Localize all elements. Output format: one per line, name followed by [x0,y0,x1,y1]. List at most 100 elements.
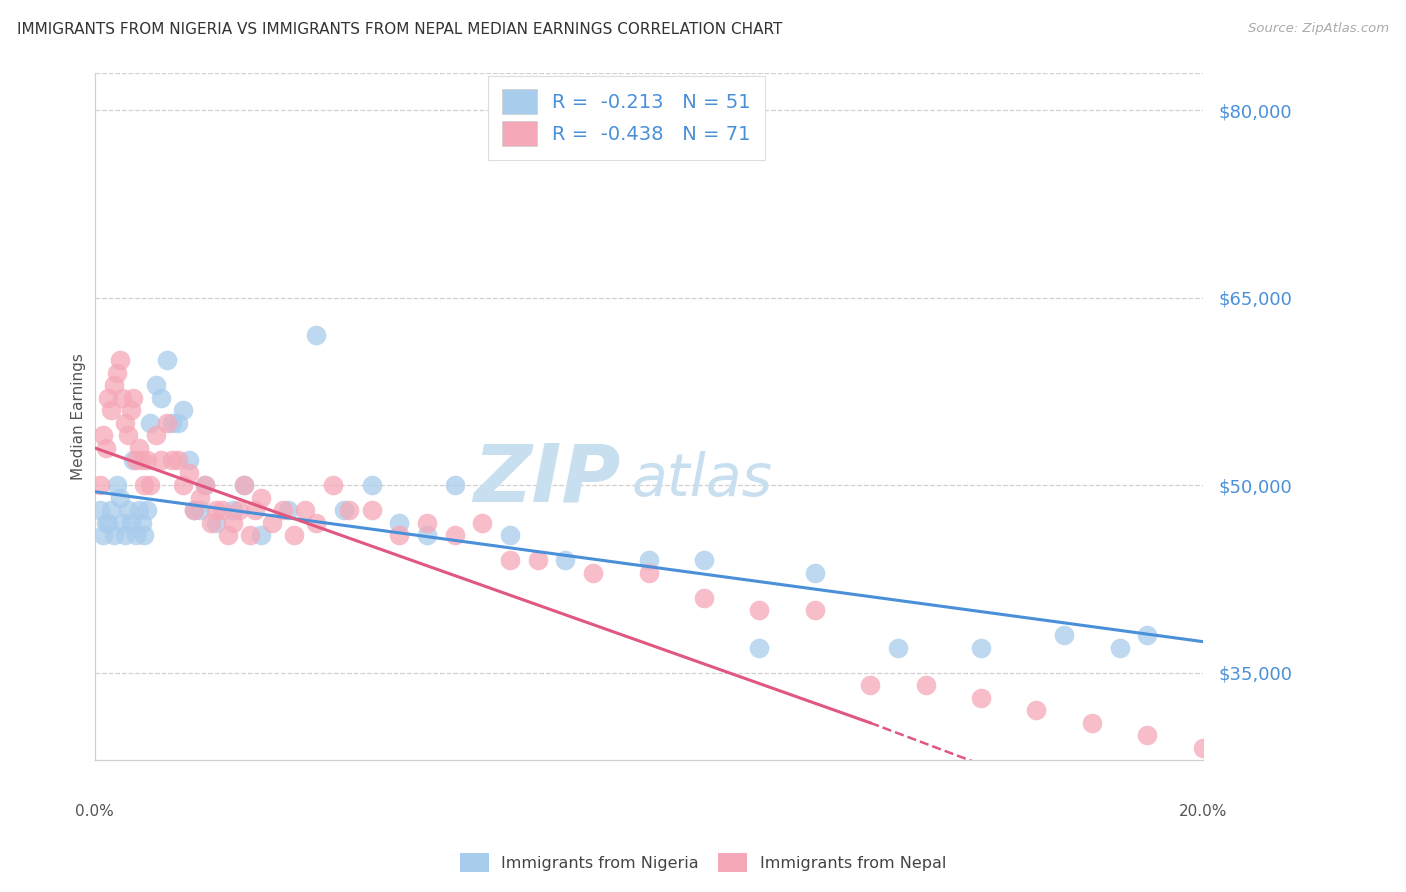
Point [305,516,328,530]
Point [122,391,145,405]
Point [117,503,139,517]
Point [122,453,145,467]
Point [305,328,328,343]
Point [416,528,439,542]
Text: 20.0%: 20.0% [1178,804,1227,819]
Y-axis label: Median Earnings: Median Earnings [72,353,86,480]
Point [125,453,148,467]
Point [1108,640,1130,655]
Point [150,391,173,405]
Point [1358,778,1381,792]
Point [1302,765,1324,780]
Point [582,566,605,580]
Point [134,528,156,542]
Point [283,528,305,542]
Point [108,491,131,505]
Point [194,478,217,492]
Point [111,391,134,405]
Point [205,516,228,530]
Point [333,503,356,517]
Point [360,503,382,517]
Text: atlas: atlas [631,450,773,508]
Point [94,441,117,455]
Point [172,478,194,492]
Point [249,491,271,505]
Point [136,453,159,467]
Point [128,441,150,455]
Point [1025,703,1047,717]
Point [166,453,188,467]
Point [388,516,411,530]
Point [1191,740,1213,755]
Point [105,366,128,380]
Point [172,403,194,417]
Point [111,516,134,530]
Point [128,503,150,517]
Point [914,678,936,692]
Point [637,553,659,567]
Point [443,528,465,542]
Point [322,478,344,492]
Point [217,528,239,542]
Point [233,478,256,492]
Point [177,466,200,480]
Point [89,478,111,492]
Point [970,690,993,705]
Point [150,453,173,467]
Point [693,591,716,605]
Point [108,353,131,368]
Point [131,516,153,530]
Point [91,528,114,542]
Point [471,516,494,530]
Point [166,416,188,430]
Point [554,553,576,567]
Point [499,553,522,567]
Point [222,516,245,530]
Point [1081,715,1104,730]
Point [200,516,222,530]
Point [360,478,382,492]
Point [211,503,233,517]
Point [188,491,211,505]
Point [183,503,205,517]
Point [89,503,111,517]
Point [194,478,217,492]
Text: IMMIGRANTS FROM NIGERIA VS IMMIGRANTS FROM NEPAL MEDIAN EARNINGS CORRELATION CHA: IMMIGRANTS FROM NIGERIA VS IMMIGRANTS FR… [17,22,782,37]
Point [100,503,122,517]
Point [443,478,465,492]
Point [145,428,167,442]
Point [748,603,770,617]
Legend: R =  -0.213   N = 51, R =  -0.438   N = 71: R = -0.213 N = 51, R = -0.438 N = 71 [488,76,765,160]
Point [117,428,139,442]
Point [859,678,882,692]
Point [103,528,125,542]
Point [131,453,153,467]
Point [114,416,136,430]
Point [239,528,262,542]
Point [416,516,439,530]
Point [526,553,548,567]
Point [1136,728,1159,742]
Point [155,353,177,368]
Point [139,416,162,430]
Point [887,640,910,655]
Point [294,503,316,517]
Point [1053,628,1076,642]
Point [160,453,183,467]
Point [120,403,142,417]
Text: ZIP: ZIP [474,440,621,518]
Point [339,503,361,517]
Point [748,640,770,655]
Legend: Immigrants from Nigeria, Immigrants from Nepal: Immigrants from Nigeria, Immigrants from… [451,845,955,880]
Point [245,503,267,517]
Point [139,478,162,492]
Point [160,416,183,430]
Text: 0.0%: 0.0% [75,804,114,819]
Point [145,378,167,392]
Point [277,503,299,517]
Point [1136,628,1159,642]
Point [637,566,659,580]
Point [205,503,228,517]
Point [804,603,827,617]
Point [249,528,271,542]
